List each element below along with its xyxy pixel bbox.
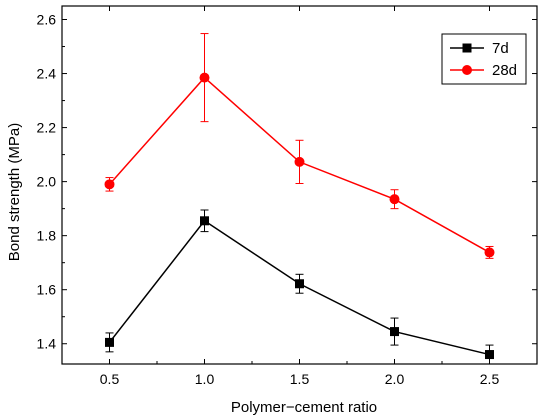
y-tick-label: 1.8 <box>37 228 57 244</box>
y-tick-label: 1.6 <box>37 282 57 298</box>
data-point <box>485 350 494 360</box>
legend-swatch-marker <box>462 43 472 53</box>
x-tick-label: 1.5 <box>290 371 310 387</box>
y-tick-label: 1.4 <box>37 336 57 352</box>
data-point <box>200 216 209 226</box>
data-point <box>484 247 495 258</box>
y-tick-label: 2.2 <box>37 120 57 136</box>
x-tick-label: 0.5 <box>100 371 120 387</box>
y-tick-label: 2.0 <box>37 174 57 190</box>
series-7d <box>105 209 494 365</box>
y-axis-label: Bond strength (MPa) <box>6 123 23 261</box>
legend-entry: 7d <box>450 40 509 57</box>
data-point <box>295 279 304 289</box>
series-layer <box>104 33 495 365</box>
data-point <box>199 72 210 83</box>
data-point <box>294 156 305 167</box>
x-tick-label: 1.0 <box>195 371 215 387</box>
data-point <box>390 327 399 337</box>
legend-entry: 28d <box>450 62 517 79</box>
data-point <box>105 337 114 347</box>
y-tick-label: 2.6 <box>37 12 57 28</box>
data-point <box>389 194 400 205</box>
x-tick-label: 2.0 <box>385 371 405 387</box>
legend-swatch-marker <box>462 65 472 75</box>
legend-box <box>441 33 527 85</box>
y-tick-label: 2.4 <box>37 66 57 82</box>
legend-label: 28d <box>492 62 517 79</box>
legend-label: 7d <box>492 40 509 57</box>
axes: 0.5 1.0 1.5 2.0 2.5 1.4 1.6 1.8 2.0 2.2 2.4 2.6 <box>37 5 538 387</box>
data-point <box>104 179 115 190</box>
series-28d <box>104 33 495 259</box>
x-axis-label: Polymer−cement ratio <box>231 399 377 416</box>
x-tick-label: 2.5 <box>480 371 500 387</box>
